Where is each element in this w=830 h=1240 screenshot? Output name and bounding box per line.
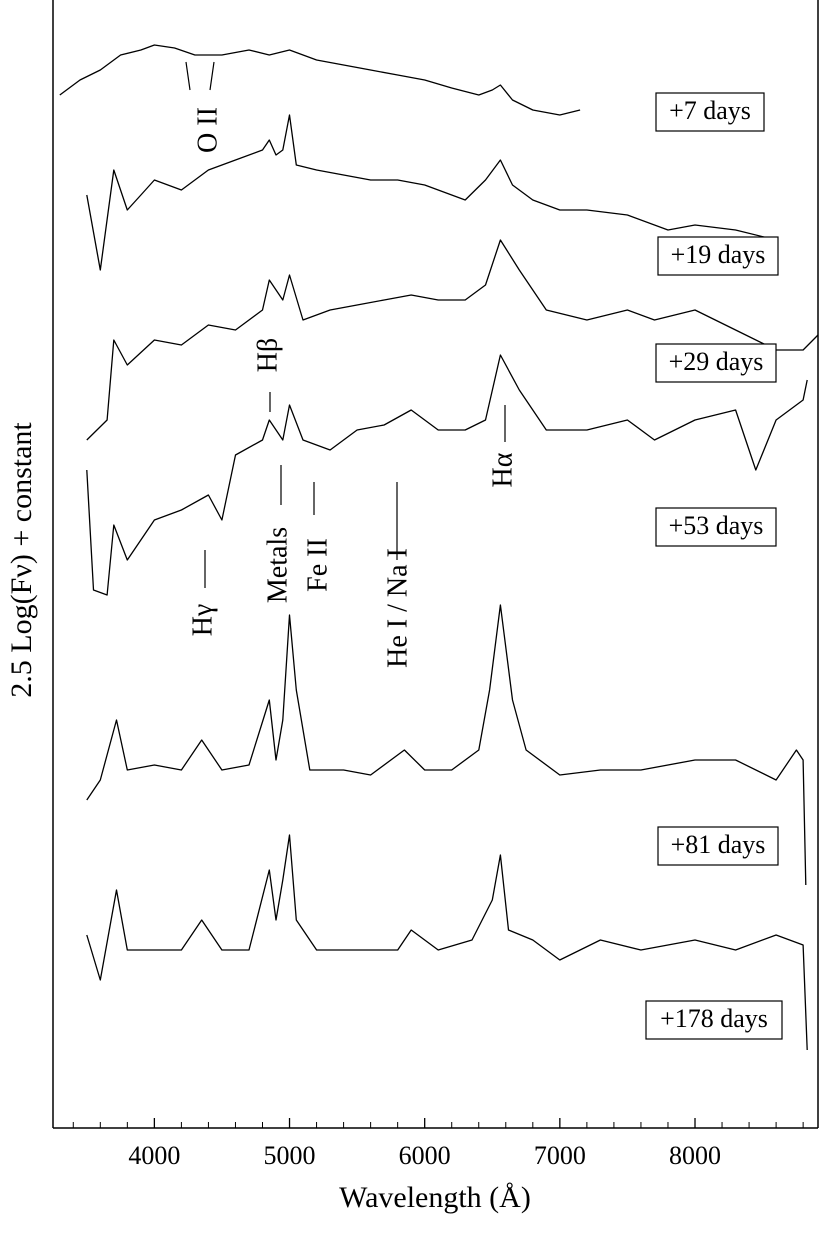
spectrum-line bbox=[86, 834, 808, 1051]
epoch-label-box bbox=[657, 826, 779, 866]
epoch-label: +7 days bbox=[669, 96, 751, 125]
annotation-tick bbox=[185, 61, 215, 91]
spectrum-line bbox=[86, 239, 819, 441]
epoch-label: +19 days bbox=[671, 240, 766, 269]
spectrum-line bbox=[86, 604, 807, 886]
spectrum-line bbox=[86, 114, 777, 271]
x-tick-label: 4000 bbox=[128, 1141, 180, 1170]
epoch-label-box bbox=[657, 236, 779, 276]
spectrum-line bbox=[86, 354, 808, 596]
line-identification: Hβ bbox=[252, 338, 283, 372]
line-identification: He I / Na I bbox=[382, 548, 413, 668]
epoch-label-box bbox=[655, 343, 777, 383]
epoch-label-box bbox=[655, 92, 765, 132]
x-tick-label: 8000 bbox=[669, 1141, 721, 1170]
line-identification: Metals bbox=[262, 527, 293, 603]
annotation-ticks bbox=[185, 61, 506, 588]
line-identification: Hγ bbox=[187, 604, 218, 637]
epoch-label-box bbox=[645, 1000, 783, 1040]
epoch-label: +29 days bbox=[669, 347, 764, 376]
line-identification: Fe II bbox=[302, 538, 333, 592]
epoch-label: +178 days bbox=[660, 1004, 768, 1033]
x-tick-label: 5000 bbox=[264, 1141, 316, 1170]
x-axis-label: Wavelength (Å) bbox=[339, 1181, 531, 1214]
epoch-label: +53 days bbox=[669, 511, 764, 540]
x-tick-label: 6000 bbox=[399, 1141, 451, 1170]
epoch-label-box bbox=[655, 507, 777, 547]
spectrum-line bbox=[59, 44, 581, 116]
line-identification: Hα bbox=[487, 452, 518, 487]
line-identification: O II bbox=[192, 107, 223, 153]
y-axis-label: 2.5 Log(Fν) + constant bbox=[5, 422, 38, 698]
x-tick-label: 7000 bbox=[534, 1141, 586, 1170]
epoch-label: +81 days bbox=[671, 830, 766, 859]
